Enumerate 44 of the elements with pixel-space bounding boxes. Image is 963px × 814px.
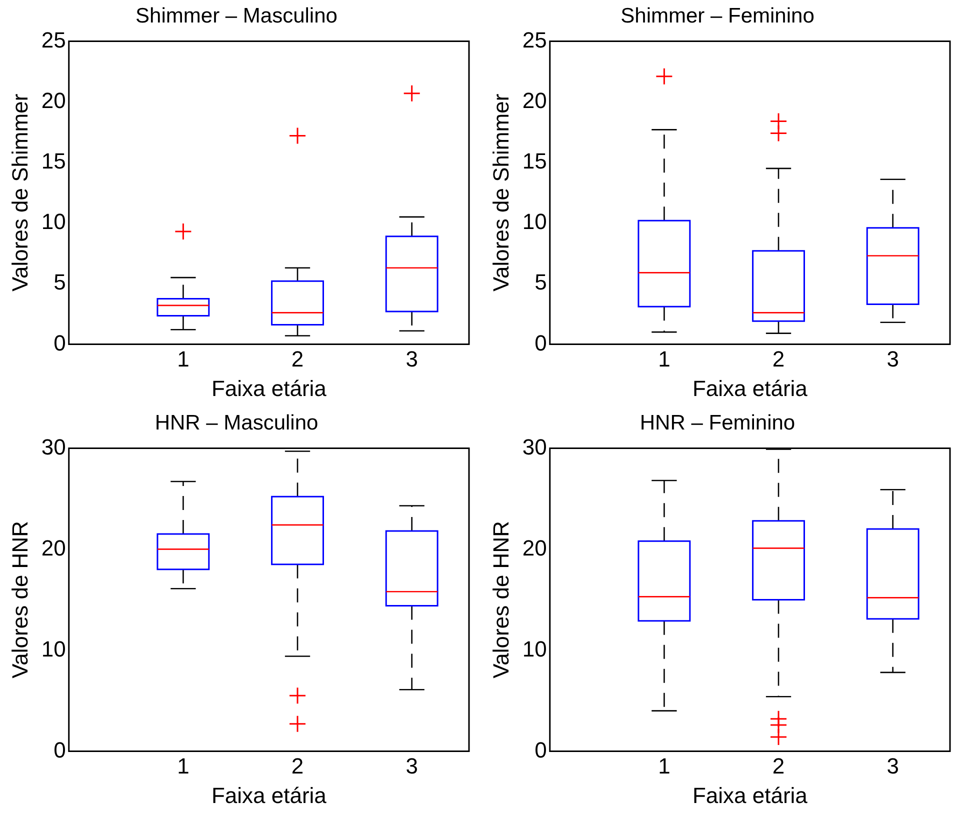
x-tick-label: 1 (658, 753, 670, 778)
y-tick-label: 0 (54, 330, 66, 356)
y-tick-label: 20 (41, 535, 66, 560)
y-tick-label: 5 (54, 270, 66, 295)
y-tick-label: 30 (41, 434, 66, 460)
x-tick-label: 3 (406, 346, 418, 372)
y-tick-label: 15 (41, 148, 66, 174)
x-tick-label: 2 (291, 753, 304, 778)
y-tick-label: 25 (522, 27, 547, 52)
x-axis-title: Faixa etária (692, 376, 808, 401)
y-tick-label: 10 (522, 209, 547, 234)
x-tick-label: 3 (886, 753, 899, 778)
x-axis-title: Faixa etária (692, 782, 808, 808)
y-tick-label: 20 (41, 88, 66, 113)
x-tick-label: 2 (772, 346, 785, 372)
y-tick-label: 20 (522, 88, 547, 113)
y-tick-label: 15 (522, 148, 547, 174)
y-axis-title: Valores de Shimmer (7, 94, 32, 292)
chart-title: HNR – Feminino (640, 411, 796, 434)
x-tick-label: 2 (291, 346, 304, 372)
y-axis-title: Valores de HNR (488, 521, 514, 678)
x-tick-label: 1 (177, 346, 190, 372)
y-tick-label: 10 (41, 636, 66, 662)
y-tick-label: 0 (534, 330, 547, 356)
x-tick-label: 1 (177, 753, 190, 778)
x-tick-label: 1 (658, 346, 670, 372)
y-axis-title: Valores de Shimmer (488, 94, 514, 292)
x-tick-label: 3 (406, 753, 418, 778)
y-tick-label: 0 (534, 737, 547, 762)
chart-title: HNR – Masculino (154, 411, 318, 434)
y-axis-title: Valores de HNR (7, 521, 32, 678)
x-tick-label: 2 (772, 753, 785, 778)
x-tick-label: 3 (886, 346, 899, 372)
x-axis-title: Faixa etária (211, 376, 328, 401)
y-tick-label: 30 (522, 434, 547, 460)
y-tick-label: 20 (522, 535, 547, 560)
x-axis-title: Faixa etária (211, 782, 328, 808)
chart-title: Shimmer – Masculino (136, 4, 338, 28)
chart-title: Shimmer – Feminino (620, 4, 814, 28)
y-tick-label: 5 (534, 270, 547, 295)
y-tick-label: 25 (41, 27, 66, 52)
y-tick-label: 10 (522, 636, 547, 662)
y-tick-label: 10 (41, 209, 66, 234)
y-tick-label: 0 (54, 737, 66, 762)
